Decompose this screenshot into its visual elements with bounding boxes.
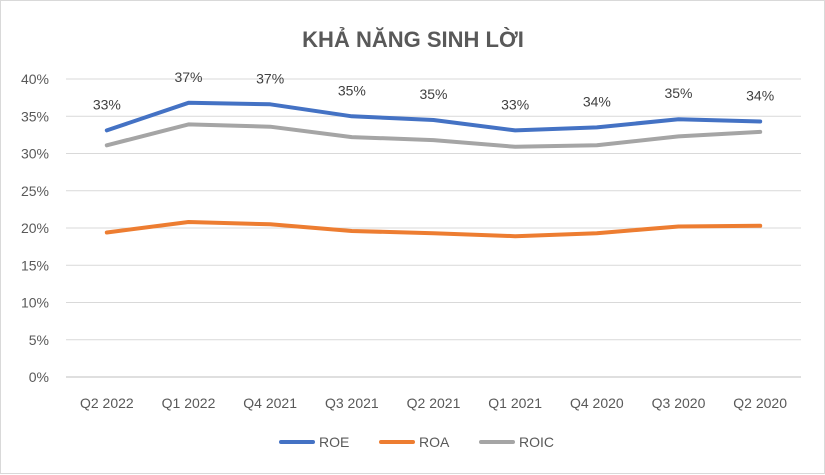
y-tick-label: 5% bbox=[29, 332, 49, 348]
data-label: 37% bbox=[256, 70, 284, 86]
data-label: 34% bbox=[583, 93, 611, 109]
data-label: 35% bbox=[338, 82, 366, 98]
legend-label-roic: ROIC bbox=[519, 434, 554, 450]
y-tick-label: 25% bbox=[21, 183, 49, 199]
x-tick-label: Q3 2020 bbox=[652, 395, 706, 411]
data-labels: 33% 37% 37% 35% 35% 33% 34% 35% 34% bbox=[93, 69, 774, 113]
y-tick-label: 10% bbox=[21, 295, 49, 311]
legend-label-roe: ROE bbox=[319, 434, 349, 450]
data-label: 35% bbox=[664, 85, 692, 101]
series-line-roa bbox=[104, 220, 763, 239]
series-line-roic bbox=[104, 122, 763, 149]
x-tick-label: Q2 2021 bbox=[407, 395, 461, 411]
y-tick-label: 0% bbox=[29, 369, 49, 385]
data-label: 35% bbox=[419, 86, 447, 102]
x-tick-label: Q1 2022 bbox=[162, 395, 216, 411]
gridlines bbox=[66, 78, 801, 378]
y-tick-label: 20% bbox=[21, 220, 49, 236]
data-label: 37% bbox=[174, 69, 202, 85]
y-tick-label: 40% bbox=[21, 71, 49, 87]
y-tick-label: 35% bbox=[21, 108, 49, 124]
series-line-roe bbox=[104, 100, 763, 133]
x-axis: Q2 2022 Q1 2022 Q4 2021 Q3 2021 Q2 2021 Q1 20… bbox=[80, 395, 787, 411]
x-tick-label: Q1 2021 bbox=[488, 395, 542, 411]
data-label: 33% bbox=[501, 96, 529, 112]
legend: ROE ROA ROIC bbox=[279, 434, 554, 450]
x-tick-label: Q4 2021 bbox=[243, 395, 297, 411]
y-axis: 0% 5% 10% 15% 20% 25% 30% 35% 40% bbox=[21, 71, 49, 385]
x-tick-label: Q2 2020 bbox=[733, 395, 787, 411]
y-tick-label: 15% bbox=[21, 257, 49, 273]
x-tick-label: Q3 2021 bbox=[325, 395, 379, 411]
y-tick-label: 30% bbox=[21, 146, 49, 162]
series-lines bbox=[104, 100, 763, 239]
x-tick-label: Q4 2020 bbox=[570, 395, 624, 411]
x-tick-label: Q2 2022 bbox=[80, 395, 134, 411]
data-label: 34% bbox=[746, 87, 774, 103]
data-label: 33% bbox=[93, 96, 121, 112]
chart-title: KHẢ NĂNG SINH LỜI bbox=[302, 27, 524, 52]
legend-label-roa: ROA bbox=[419, 434, 450, 450]
